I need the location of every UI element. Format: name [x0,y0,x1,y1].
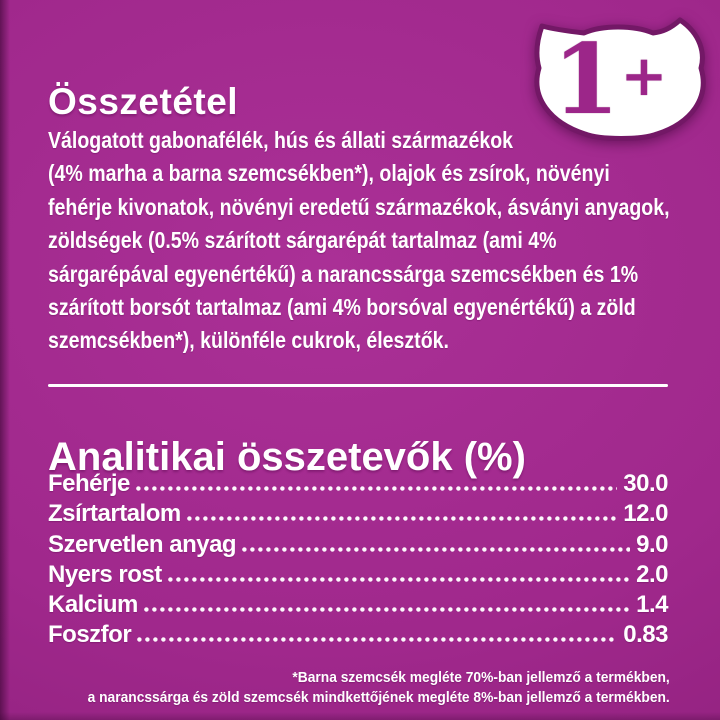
row-value: 9.0 [636,530,668,558]
analysis-table: Fehérje 30.0 Zsírtartalom 12.0 Szervetle… [48,470,668,652]
ingredients-text-line: sárgarépával egyenértékű) a narancssárga… [48,260,639,287]
ingredients-title: Összetétel [48,80,239,122]
dotted-leader [242,546,631,552]
row-label: Szervetlen anyag [48,530,237,558]
row-value: 30.0 [623,470,668,497]
footnote-line: *Barna szemcsék megléte 70%-ban jellemző… [292,669,670,686]
footnote: *Barna szemcsék megléte 70%-ban jellemző… [37,668,670,707]
row-value: 1.4 [636,591,668,619]
table-row: Szervetlen anyag 9.0 [48,531,668,561]
table-row: Foszfor 0.83 [48,621,668,651]
dotted-leader [135,486,618,491]
row-label: Fehérje [48,470,130,497]
age-badge-label: 1 + [537,16,705,144]
row-label: Foszfor [48,621,132,649]
ingredients-text-line: zöldségek (0.5% szárított sárgarépát tar… [48,227,557,254]
table-row: Fehérje 30.0 [48,470,668,500]
left-edge-shadow [0,0,10,720]
bottom-edge-shadow [0,712,720,720]
table-row: Kalcium 1.4 [48,591,668,621]
ingredients-text-line: fehérje kivonatok, növényi eredetű szárm… [48,193,670,220]
table-row: Nyers rost 2.0 [48,561,668,591]
age-plus-sign: + [620,43,668,109]
ingredients-text-line: szemcsékben*), különféle cukrok, élesztő… [48,327,449,354]
cat-age-badge: 1 + [534,16,706,144]
analysis-title: Analitikai összetevők (%) [48,435,526,480]
row-value: 12.0 [623,500,668,528]
ingredients-paragraph: Válogatott gabonafélék, hús és állati sz… [48,124,720,358]
ingredients-text-line: (4% marha a barna szemcsékben*), olajok … [48,160,610,187]
dotted-leader [137,637,618,643]
ingredients-text-line: szárított borsót tartalmaz (ami 4% borsó… [48,294,636,321]
ingredients-text-line: Válogatott gabonafélék, hús és állati sz… [48,127,514,153]
row-value: 2.0 [636,560,668,588]
dotted-leader [167,576,631,582]
row-value: 0.83 [623,621,668,649]
row-label: Zsírtartalom [48,500,181,528]
cat-head-icon [534,17,706,141]
row-label: Kalcium [48,591,138,619]
dotted-leader [186,516,618,522]
table-row: Zsírtartalom 12.0 [48,500,668,530]
dotted-leader [143,607,631,613]
divider-line [48,384,668,387]
footnote-line: a narancssárga és zöld szemcsék mindkett… [87,688,670,706]
row-label: Nyers rost [48,560,162,588]
age-number: 1 [552,22,620,136]
